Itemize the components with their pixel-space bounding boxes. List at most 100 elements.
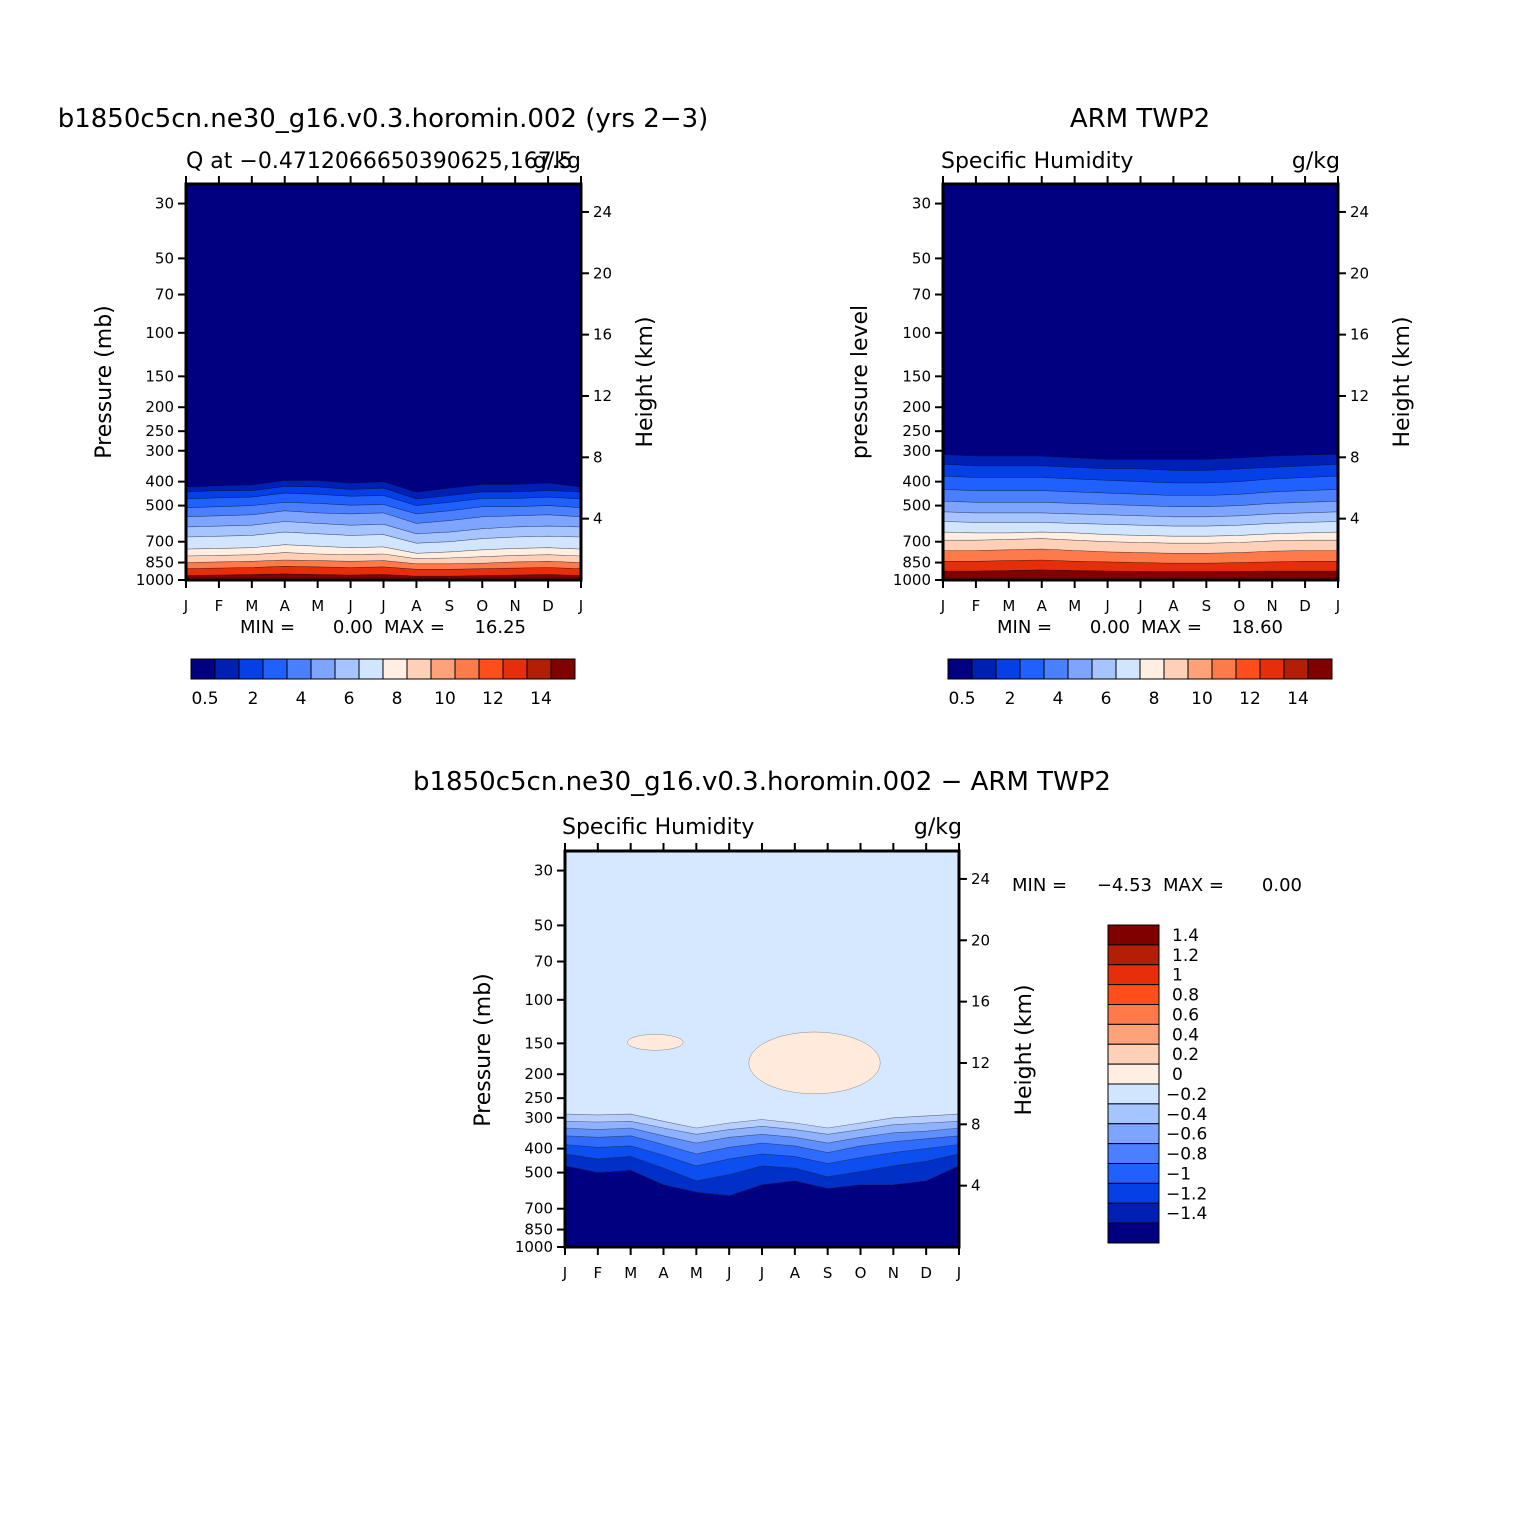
panel-model-title: b1850c5cn.ne30_g16.v0.3.horomin.002 (yrs… [58,104,709,134]
contour-line [565,1153,959,1182]
colorbar-swatch [1107,1103,1160,1125]
panel-diff-units: g/kg [914,815,962,840]
colorbar-swatch [310,658,336,680]
y-tick-label: 150 [902,367,931,385]
colorbar-label: 8 [392,689,403,709]
contour-line [186,501,581,515]
y-tick-label: 100 [902,324,931,342]
y-tick-label: 200 [524,1065,553,1083]
colorbar-swatch [1107,924,1160,946]
contour-line [565,1127,959,1144]
x-tick-label: D [1299,597,1311,615]
contour-line [186,573,581,577]
x-tick-label: S [445,597,455,615]
panel-model-min-value: 0.00 [333,617,373,638]
contour-band [943,521,1338,537]
colorbar-swatch [334,658,360,680]
colorbar-label: 4 [1053,689,1064,709]
y-tick-label: 200 [145,398,174,416]
panel-obs-title: ARM TWP2 [1070,104,1210,134]
panel-diff-subtitle: Specific Humidity [562,815,754,840]
colorbar-swatch [406,658,432,680]
colorbar-swatch [1107,1023,1160,1045]
colorbar-label: −0.2 [1166,1085,1207,1105]
contour-line [186,531,581,544]
contour-line [943,521,1338,527]
colorbar-label: 12 [1239,689,1261,709]
y-right-tick-label: 24 [971,870,990,888]
x-tick-label: J [956,1264,961,1282]
y-right-tick-label: 24 [1350,203,1369,221]
x-tick-label: S [1202,597,1212,615]
x-tick-label: D [542,597,554,615]
y-tick-label: 400 [145,473,174,491]
contour-band [943,532,1338,544]
colorbar-swatch [430,658,456,680]
contour-band [565,1114,959,1135]
colorbar-swatch [1283,658,1309,680]
colorbar-swatch [1091,658,1117,680]
colorbar-swatch [1139,658,1165,680]
colorbar-swatch [1107,964,1160,986]
contour-band [565,1165,959,1247]
panel-diff-ylabel: Pressure (mb) [471,973,496,1127]
contour-line [943,538,1338,544]
contour-band [565,1121,959,1144]
y-tick-label: 150 [145,367,174,385]
x-tick-label: O [1233,597,1245,615]
x-tick-label: F [594,1264,603,1282]
colorbar-swatch [1043,658,1069,680]
positive-anomaly-patch [748,1031,881,1095]
y-tick-label: 250 [524,1089,553,1107]
colorbar-swatch [1107,1063,1160,1085]
contour-band [186,552,581,564]
colorbar-swatch [1107,1182,1160,1204]
colorbar-label: −1.4 [1166,1204,1207,1224]
panel-model-max-value: 16.25 [474,617,526,638]
x-tick-label: J [1104,597,1109,615]
panel-diff-ylabel-right: Height (km) [1012,984,1037,1115]
colorbar-label: −1 [1166,1164,1191,1184]
contour-line [943,454,1338,460]
contour-line [943,531,1338,537]
y-tick-label: 1000 [136,571,174,589]
colorbar-label: 0 [1172,1065,1183,1085]
colorbar-label: 0.8 [1172,986,1199,1006]
y-right-tick-label: 4 [593,510,603,528]
x-tick-label: M [245,597,258,615]
contour-line [565,1120,959,1135]
y-tick-label: 700 [524,1200,553,1218]
y-tick-label: 70 [912,286,931,304]
contour-band [565,1144,959,1181]
x-tick-label: J [183,597,188,615]
colorbar-swatch [1259,658,1285,680]
colorbar-swatch [1187,658,1213,680]
y-tick-label: 850 [145,554,174,572]
y-right-tick-label: 12 [971,1054,990,1072]
x-tick-label: M [690,1264,703,1282]
y-tick-label: 1000 [515,1238,553,1256]
x-tick-label: J [940,597,945,615]
colorbar-label: 2 [248,689,259,709]
y-tick-label: 150 [524,1034,553,1052]
colorbar-label: 8 [1149,689,1160,709]
x-tick-label: M [1002,597,1015,615]
x-tick-label: A [1168,597,1179,615]
y-tick-label: 700 [902,533,931,551]
contour-line [186,565,581,570]
y-tick-label: 70 [534,953,553,971]
colorbar-swatch [454,658,480,680]
contour-band [186,573,581,580]
y-right-tick-label: 4 [1350,510,1360,528]
y-right-tick-label: 8 [593,448,603,466]
contour-line [565,1135,959,1155]
x-tick-label: N [510,597,521,615]
contour-band [186,544,581,559]
contour-line [186,559,581,565]
panel-model-subtitle: Q at −0.4712066650390625,167.5 [186,149,573,174]
colorbar-label: −0.8 [1166,1145,1207,1165]
colorbar-swatch [1107,1004,1160,1025]
y-tick-label: 400 [524,1140,553,1158]
contour-line [186,552,581,560]
